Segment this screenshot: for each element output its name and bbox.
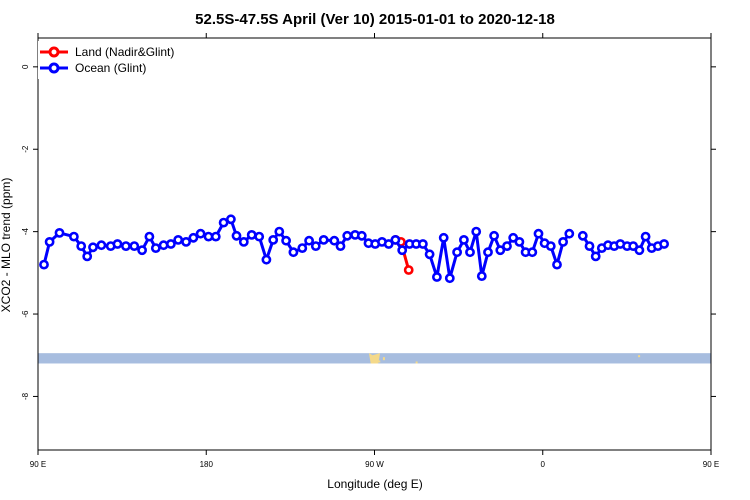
data-point-ocean	[383, 239, 394, 249]
data-point-ocean	[310, 241, 321, 251]
data-point-ocean	[218, 217, 229, 228]
data-point-ocean	[129, 241, 140, 251]
y-axis-title: XCO2 - MLO trend (ppm)	[0, 178, 13, 313]
data-point-ocean	[165, 239, 176, 249]
data-point-ocean	[246, 229, 257, 240]
data-point-ocean	[495, 245, 506, 256]
data-point-ocean	[397, 245, 408, 256]
data-point-ocean	[121, 241, 131, 251]
data-point-ocean	[558, 236, 568, 247]
data-point-ocean	[181, 236, 191, 247]
data-point-ocean	[431, 272, 442, 282]
data-point-ocean	[424, 249, 435, 260]
band-land-mark	[415, 361, 418, 364]
data-point-land	[403, 265, 414, 275]
data-point-ocean	[584, 241, 595, 251]
data-point-ocean	[417, 239, 428, 249]
data-point-ocean	[471, 226, 482, 237]
data-point-ocean	[545, 241, 556, 251]
data-point-ocean	[96, 240, 107, 251]
data-point-ocean	[150, 243, 161, 253]
data-point-ocean	[288, 247, 299, 258]
band-land-mark	[638, 355, 641, 358]
data-point-ocean	[552, 259, 562, 270]
y-tick-label: -2	[21, 145, 30, 153]
x-tick-label: 180	[200, 460, 214, 469]
band-land-mark	[378, 360, 381, 363]
data-point-ocean	[577, 230, 588, 241]
data-point-ocean	[659, 239, 669, 249]
data-point-ocean	[640, 231, 651, 242]
data-point-ocean	[564, 228, 575, 239]
data-point-ocean	[112, 239, 123, 249]
data-point-ocean	[465, 247, 475, 258]
data-point-ocean	[452, 247, 462, 258]
data-point-ocean	[158, 240, 169, 251]
data-point-ocean	[225, 214, 236, 225]
legend-marker-ocean	[48, 62, 60, 74]
data-point-ocean	[88, 242, 98, 253]
data-point-ocean	[476, 271, 487, 281]
legend: Land (Nadir&Glint) Ocean (Glint)	[38, 41, 188, 79]
data-point-ocean	[69, 231, 79, 242]
data-point-ocean	[254, 231, 265, 242]
data-point-ocean	[231, 230, 242, 241]
y-tick-label: 0	[21, 64, 30, 69]
data-point-ocean	[297, 243, 308, 253]
plot-area: 90 E 180 90 W 0 90 E 0 -2 -4 -6 -8	[21, 33, 719, 469]
data-point-ocean	[444, 273, 455, 284]
band-land-mark	[382, 357, 385, 361]
x-axis-title: Longitude (deg E)	[327, 477, 422, 491]
data-point-ocean	[342, 230, 353, 241]
x-tick-label: 90 E	[30, 460, 46, 469]
data-point-ocean	[634, 245, 645, 256]
data-point-ocean	[304, 235, 314, 246]
data-point-ocean	[489, 230, 499, 241]
data-point-ocean	[144, 231, 155, 242]
data-point-ocean	[356, 230, 367, 241]
data-point-ocean	[502, 241, 512, 251]
y-tick-label: -8	[21, 392, 30, 400]
x-tick-label: 0	[541, 460, 546, 469]
data-point-ocean	[590, 251, 601, 262]
data-point-ocean	[438, 232, 449, 243]
data-point-ocean	[483, 247, 493, 258]
data-point-ocean	[82, 251, 93, 262]
legend-marker-land	[48, 46, 60, 58]
data-point-ocean	[195, 228, 206, 239]
data-point-ocean	[527, 247, 538, 258]
y-tick-label: -6	[21, 310, 30, 318]
data-point-ocean	[54, 227, 65, 238]
data-point-ocean	[44, 236, 55, 247]
data-point-ocean	[458, 234, 469, 245]
data-point-ocean	[281, 235, 291, 246]
band-land-mark	[368, 353, 381, 364]
data-point-ocean	[268, 234, 279, 245]
data-point-ocean	[173, 234, 184, 245]
data-point-ocean	[390, 234, 401, 245]
legend-label-ocean: Ocean (Glint)	[75, 61, 146, 75]
data-point-ocean	[533, 228, 544, 239]
x-tick-label: 90 E	[703, 460, 719, 469]
data-point-ocean	[329, 235, 340, 246]
legend-background	[38, 41, 188, 79]
x-tick-label: 90 W	[365, 460, 384, 469]
data-point-ocean	[514, 236, 525, 247]
chart-title: 52.5S-47.5S April (Ver 10) 2015-01-01 to…	[195, 11, 555, 28]
data-point-ocean	[274, 226, 285, 237]
data-point-ocean	[137, 245, 147, 256]
data-point-ocean	[210, 231, 221, 242]
y-tick-label: -4	[21, 228, 30, 236]
legend-label-land: Land (Nadir&Glint)	[75, 45, 174, 59]
data-point-ocean	[261, 254, 272, 265]
data-point-ocean	[188, 232, 199, 243]
data-point-ocean	[335, 241, 346, 251]
data-point-ocean	[318, 234, 329, 245]
data-point-ocean	[39, 259, 49, 270]
data-point-ocean	[76, 241, 87, 251]
data-point-ocean	[238, 236, 249, 247]
